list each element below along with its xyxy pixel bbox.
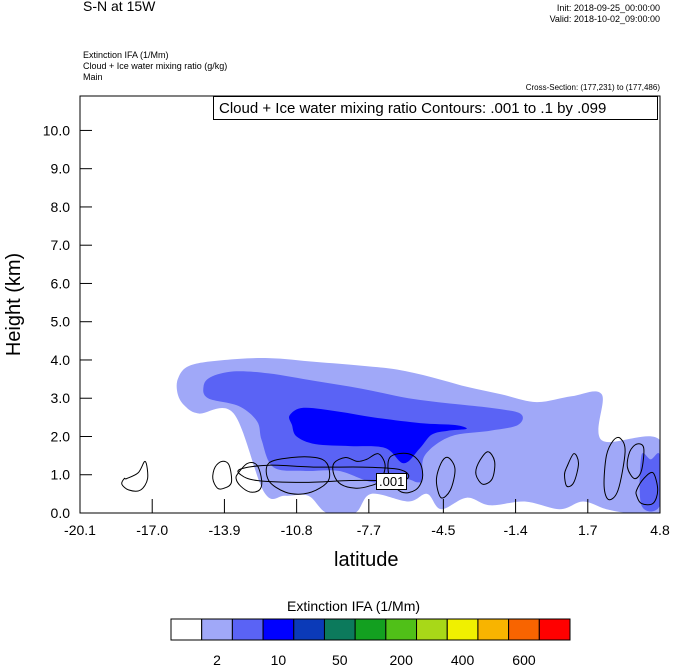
x-tick-label: -10.8 xyxy=(281,522,313,538)
colorbar-tick-label: 50 xyxy=(332,652,348,668)
contour-value-label: .001 xyxy=(376,473,408,490)
field-label-extinction: Extinction IFA (1/Mm) xyxy=(83,50,169,60)
y-tick-label: 10.0 xyxy=(43,122,70,138)
x-tick-label: -17.0 xyxy=(136,522,168,538)
y-tick-label: 8.0 xyxy=(51,199,71,215)
colorbar-swatch xyxy=(477,618,510,641)
y-axis-label: Height (km) xyxy=(2,252,25,356)
colorbar: 2 10 50 200 400 600 xyxy=(170,618,571,668)
colorbar-tick-label: 10 xyxy=(271,652,287,668)
init-time: Init: 2018-09-25_00:00:00 xyxy=(556,3,660,13)
colorbar-swatch xyxy=(416,618,448,641)
colorbar-tick-label: 400 xyxy=(451,652,475,668)
x-tick-label: -1.4 xyxy=(504,522,528,538)
colorbar-swatch xyxy=(354,618,387,641)
plot-title: S-N at 15W xyxy=(83,0,156,14)
filled-contours xyxy=(176,358,660,513)
field-label-mixing-ratio: Cloud + Ice water mixing ratio (g/kg) xyxy=(83,61,228,71)
colorbar-tick-label: 200 xyxy=(390,652,414,668)
x-tick-label: -7.7 xyxy=(357,522,381,538)
colorbar-swatch xyxy=(293,618,325,641)
contour-line xyxy=(121,460,149,492)
contour-line xyxy=(212,460,233,490)
colorbar-swatch xyxy=(508,618,540,641)
y-tick-label: 9.0 xyxy=(51,161,71,177)
contour-line xyxy=(475,451,496,485)
contour-line xyxy=(626,443,645,480)
y-tick-label: 0.0 xyxy=(51,505,71,521)
colorbar-swatch xyxy=(231,618,264,641)
y-tick-label: 1.0 xyxy=(51,467,71,483)
x-tick-label: 4.8 xyxy=(650,522,670,538)
x-tick-label: -13.9 xyxy=(208,522,240,538)
y-axis-ticks: 0.0 1.0 2.0 3.0 4.0 5.0 6.0 7.0 8.0 9.0 10.0 xyxy=(43,122,92,521)
colorbar-tick-label: 600 xyxy=(512,652,536,668)
y-tick-label: 4.0 xyxy=(51,352,71,368)
y-tick-label: 7.0 xyxy=(51,237,71,253)
contour-line xyxy=(603,436,626,501)
y-tick-label: 3.0 xyxy=(51,390,71,406)
contour-line xyxy=(563,453,580,488)
colorbar-swatch xyxy=(170,618,203,641)
x-tick-label: -4.5 xyxy=(431,522,455,538)
contour-line xyxy=(435,456,456,499)
fill-region-level-3 xyxy=(288,407,467,464)
valid-time: Valid: 2018-10-02_09:00:00 xyxy=(549,14,660,24)
y-tick-label: 5.0 xyxy=(51,314,71,330)
contour-line xyxy=(635,471,659,506)
colorbar-swatch xyxy=(385,618,418,641)
colorbar-title: Extinction IFA (1/Mm) xyxy=(287,598,421,614)
contour-info-text: Cloud + Ice water mixing ratio Contours:… xyxy=(219,100,607,117)
y-tick-label: 2.0 xyxy=(51,428,71,444)
contour-line xyxy=(265,456,331,495)
colorbar-swatch xyxy=(201,618,233,641)
y-tick-label: 6.0 xyxy=(51,275,71,291)
colorbar-swatch xyxy=(323,618,356,641)
contour-info-box: Cloud + Ice water mixing ratio Contours:… xyxy=(213,96,658,120)
x-tick-label: 1.7 xyxy=(578,522,598,538)
contour-line xyxy=(235,462,263,493)
cross-section-label: Cross-Section: (177,231) to (177,486) xyxy=(525,83,660,92)
x-axis-ticks: -20.1 -17.0 -13.9 -10.8 -7.7 -4.5 -1.4 1.7 4.8 xyxy=(64,499,670,538)
colorbar-swatch xyxy=(262,618,295,641)
colorbar-tick-label: 2 xyxy=(213,652,221,668)
colorbar-swatch xyxy=(538,618,571,641)
edge-fill-region-level-2 xyxy=(639,452,660,512)
colorbar-swatch xyxy=(446,618,479,641)
x-axis-label: latitude xyxy=(334,549,399,571)
field-label-domain: Main xyxy=(83,72,103,82)
x-tick-label: -20.1 xyxy=(64,522,96,538)
